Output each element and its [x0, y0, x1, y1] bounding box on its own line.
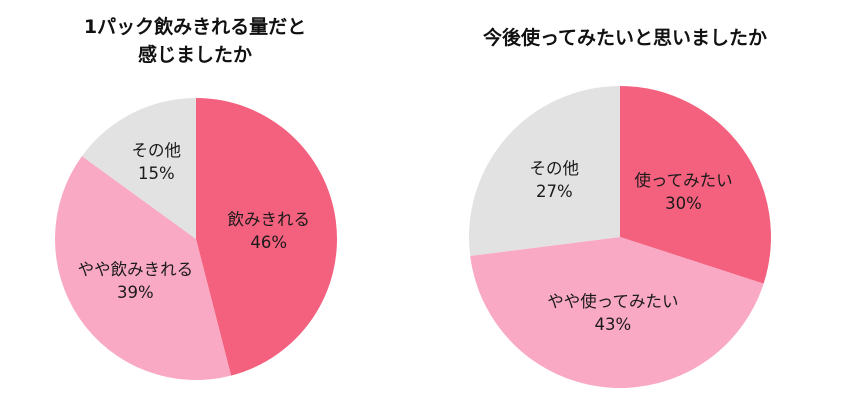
- pie-chart-future-use: 使ってみたい 30% やや使ってみたい 43% その他 27%: [468, 86, 771, 389]
- pie-chart-pack-amount: 飲みきれる 46% やや飲みきれる 39% その他 15%: [54, 98, 338, 381]
- pie-slice-1: [470, 237, 764, 389]
- pie-slice-label-2: その他 27%: [530, 159, 580, 201]
- pie-slice-1: [54, 156, 232, 381]
- pie-slice-2: [81, 98, 196, 239]
- chart-title-pack-amount: 1パック飲みきれる量だと 感じましたか: [83, 16, 307, 66]
- pie-slice-2: [468, 86, 620, 256]
- pie-slice-label-2: その他 15%: [132, 141, 182, 183]
- pie-slice-0: [620, 86, 771, 284]
- pie-slice-0: [196, 98, 338, 376]
- pie-slice-label-0: 飲みきれる 46%: [227, 210, 310, 252]
- pie-slice-label-1: やや使ってみたい 43%: [547, 292, 678, 334]
- pie-slice-label-1: やや飲みきれる 39%: [78, 260, 194, 302]
- chart-title-future-use: 今後使ってみたいと思いましたか: [482, 27, 768, 49]
- pie-slice-label-0: 使ってみたい 30%: [634, 171, 732, 213]
